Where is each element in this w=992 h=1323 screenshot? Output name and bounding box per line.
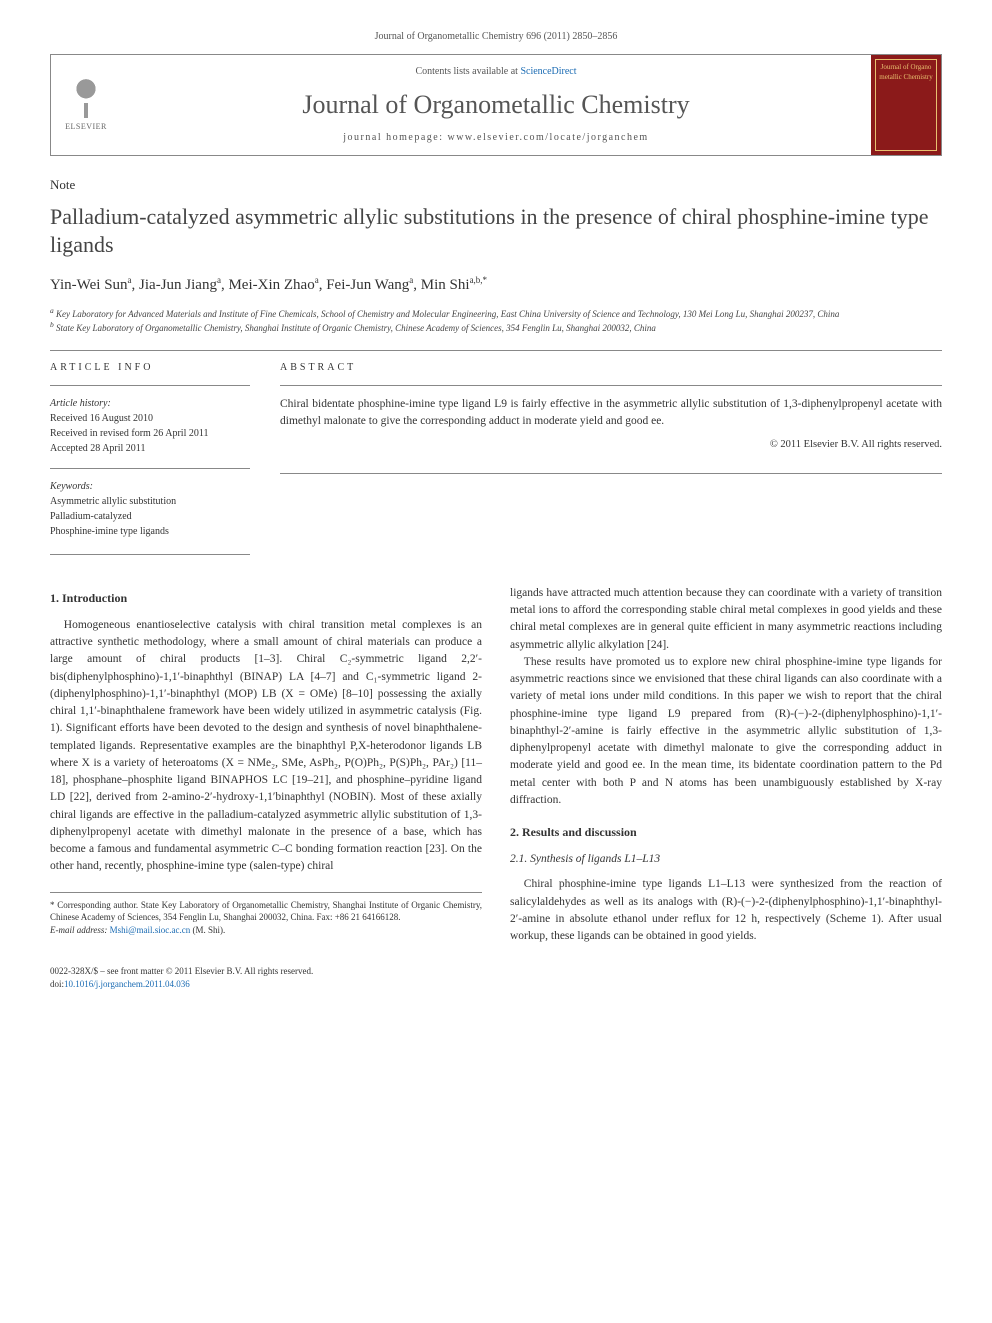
homepage-label: journal homepage: (343, 132, 447, 143)
article-title: Palladium-catalyzed asymmetric allylic s… (50, 203, 942, 260)
page-footer: 0022-328X/$ – see front matter © 2011 El… (50, 965, 942, 990)
history-label: Article history: (50, 396, 250, 411)
journal-header: ELSEVIER Contents lists available at Sci… (50, 54, 942, 156)
body-paragraph: ligands have attracted much attention be… (510, 585, 942, 654)
keyword: Palladium-catalyzed (50, 509, 250, 524)
doi-line: doi:10.1016/j.jorganchem.2011.04.036 (50, 978, 942, 991)
corresponding-text: * Corresponding author. State Key Labora… (50, 899, 482, 924)
contents-available: Contents lists available at ScienceDirec… (121, 65, 871, 79)
divider (50, 385, 250, 386)
header-center: Contents lists available at ScienceDirec… (121, 55, 871, 155)
keywords-label: Keywords: (50, 479, 250, 494)
body-text: 1. Introduction Homogeneous enantioselec… (50, 585, 942, 946)
doi-link[interactable]: 10.1016/j.jorganchem.2011.04.036 (64, 979, 190, 989)
doi-label: doi: (50, 979, 64, 989)
contents-prefix: Contents lists available at (415, 66, 520, 77)
front-matter-line: 0022-328X/$ – see front matter © 2011 El… (50, 965, 942, 978)
elsevier-logo: ELSEVIER (51, 55, 121, 155)
body-paragraph: These results have promoted us to explor… (510, 654, 942, 809)
email-suffix: (M. Shi). (190, 925, 225, 935)
journal-title: Journal of Organometallic Chemistry (121, 87, 871, 123)
divider (280, 473, 942, 474)
copyright-line: © 2011 Elsevier B.V. All rights reserved… (280, 438, 942, 453)
revised-date: Received in revised form 26 April 2011 (50, 426, 250, 441)
abstract-text: Chiral bidentate phosphine-imine type li… (280, 396, 942, 431)
authors-list: Yin-Wei Suna, Jia-Jun Jianga, Mei-Xin Zh… (50, 274, 942, 296)
abstract-column: ABSTRACT Chiral bidentate phosphine-imin… (280, 361, 942, 539)
author: Yin-Wei Suna (50, 277, 132, 293)
subsection-heading-21: 2.1. Synthesis of ligands L1–L13 (510, 851, 942, 868)
divider (50, 554, 250, 555)
abstract-heading: ABSTRACT (280, 361, 942, 375)
sciencedirect-link[interactable]: ScienceDirect (520, 66, 576, 77)
journal-reference: Journal of Organometallic Chemistry 696 … (50, 30, 942, 44)
body-paragraph: Chiral phosphine-imine type ligands L1–L… (510, 876, 942, 945)
cover-text: Journal of Organo metallic Chemistry (879, 63, 933, 83)
elsevier-tree-icon (66, 79, 106, 119)
journal-cover-thumbnail: Journal of Organo metallic Chemistry (871, 55, 941, 155)
article-type: Note (50, 176, 942, 194)
journal-homepage: journal homepage: www.elsevier.com/locat… (121, 131, 871, 145)
author: Fei-Jun Wanga (326, 277, 413, 293)
email-label: E-mail address: (50, 925, 110, 935)
divider (50, 350, 942, 351)
email-link[interactable]: Mshi@mail.sioc.ac.cn (110, 925, 191, 935)
received-date: Received 16 August 2010 (50, 411, 250, 426)
homepage-url[interactable]: www.elsevier.com/locate/jorganchem (447, 132, 648, 143)
author: Min Shia,b,* (421, 277, 487, 293)
keywords-block: Keywords: Asymmetric allylic substitutio… (50, 479, 250, 539)
divider (280, 385, 942, 386)
author: Jia-Jun Jianga (139, 277, 221, 293)
keyword: Asymmetric allylic substitution (50, 494, 250, 509)
accepted-date: Accepted 28 April 2011 (50, 441, 250, 456)
section-heading-2: 2. Results and discussion (510, 823, 942, 841)
keyword: Phosphine-imine type ligands (50, 524, 250, 539)
cover-inner: Journal of Organo metallic Chemistry (875, 59, 937, 151)
corresponding-author-footnote: * Corresponding author. State Key Labora… (50, 892, 482, 937)
body-paragraph: Homogeneous enantioselective catalysis w… (50, 617, 482, 876)
email-line: E-mail address: Mshi@mail.sioc.ac.cn (M.… (50, 924, 482, 937)
article-info-column: ARTICLE INFO Article history: Received 1… (50, 361, 250, 539)
article-info-heading: ARTICLE INFO (50, 361, 250, 375)
article-history: Article history: Received 16 August 2010… (50, 396, 250, 456)
affiliation-b: b State Key Laboratory of Organometallic… (50, 320, 942, 335)
affiliations: a Key Laboratory for Advanced Materials … (50, 306, 942, 335)
author: Mei-Xin Zhaoa (228, 277, 318, 293)
meta-row: ARTICLE INFO Article history: Received 1… (50, 361, 942, 539)
affiliation-a: a Key Laboratory for Advanced Materials … (50, 306, 942, 321)
publisher-name: ELSEVIER (65, 121, 107, 132)
section-heading-1: 1. Introduction (50, 589, 482, 607)
divider (50, 468, 250, 469)
